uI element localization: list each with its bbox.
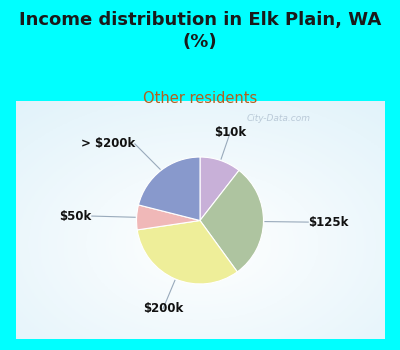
Text: $200k: $200k <box>143 302 183 315</box>
Text: $125k: $125k <box>308 216 349 229</box>
Wedge shape <box>137 220 237 284</box>
Wedge shape <box>136 205 200 230</box>
Text: Income distribution in Elk Plain, WA
(%): Income distribution in Elk Plain, WA (%) <box>19 10 381 51</box>
Wedge shape <box>138 157 200 220</box>
Text: City-Data.com: City-Data.com <box>246 114 310 124</box>
Text: $10k: $10k <box>214 126 246 139</box>
Text: $50k: $50k <box>60 210 92 223</box>
Wedge shape <box>200 157 239 220</box>
Text: > $200k: > $200k <box>81 138 135 150</box>
Text: Other residents: Other residents <box>143 91 257 106</box>
Wedge shape <box>200 170 264 272</box>
